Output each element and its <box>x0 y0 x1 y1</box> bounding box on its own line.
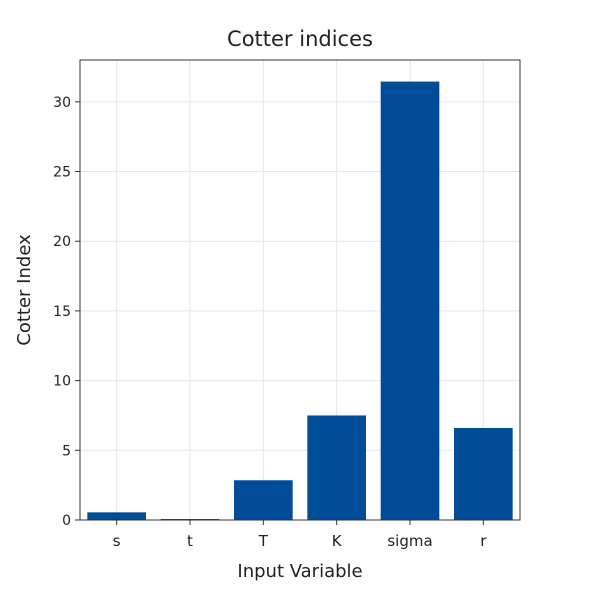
y-tick-label: 10 <box>53 374 71 390</box>
chart-title: Cotter indices <box>227 27 373 51</box>
y-tick-label: 0 <box>62 513 71 529</box>
bar-K <box>307 415 366 520</box>
y-tick-label: 25 <box>53 165 71 181</box>
bar-r <box>454 428 513 520</box>
plot-frame <box>79 59 521 521</box>
bar-sigma <box>380 81 440 520</box>
y-tick-label: 15 <box>53 304 71 320</box>
x-tick-label: r <box>480 532 487 550</box>
x-axis-label: Input Variable <box>237 561 362 582</box>
y-axis-label: Cotter Index <box>14 234 35 346</box>
x-tick-label: s <box>113 532 121 550</box>
x-tick-label: T <box>258 532 269 550</box>
bar-s <box>87 512 146 520</box>
x-tick-label: K <box>332 532 343 550</box>
x-tick-label: sigma <box>387 532 432 550</box>
y-tick-label: 20 <box>53 234 71 250</box>
y-tick-label: 30 <box>53 95 71 111</box>
axes <box>75 59 521 525</box>
bar-T <box>234 480 293 520</box>
y-tick-label: 5 <box>62 443 71 459</box>
bars <box>87 81 513 520</box>
x-tick-label: t <box>187 532 193 550</box>
